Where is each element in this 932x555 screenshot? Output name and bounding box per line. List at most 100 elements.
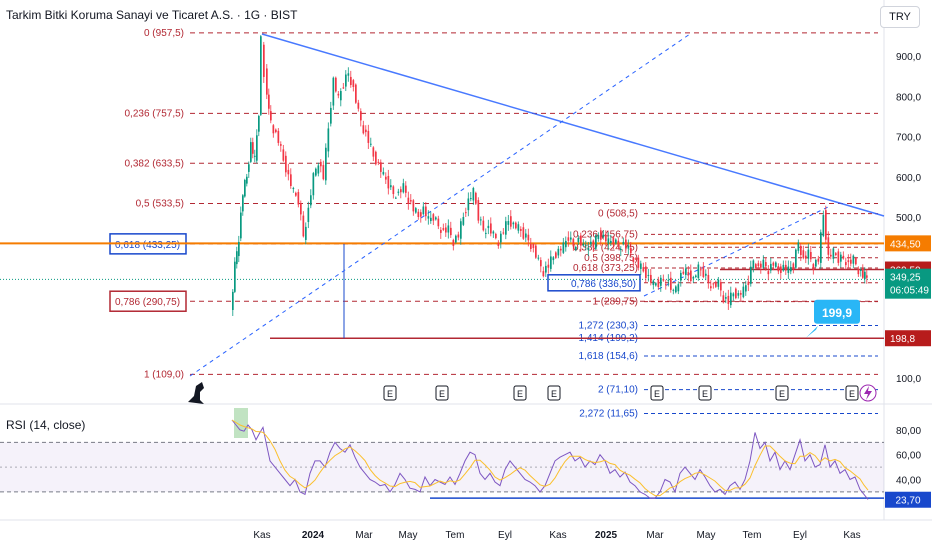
candle-body bbox=[572, 238, 575, 247]
time-label: Kas bbox=[549, 530, 566, 541]
earnings-marker-label: E bbox=[387, 389, 393, 399]
price-tag-label: 349,25 bbox=[890, 273, 921, 284]
candle-body bbox=[780, 266, 782, 273]
time-label: Tem bbox=[743, 530, 762, 541]
candle-body bbox=[597, 235, 600, 239]
candle-body bbox=[612, 237, 615, 245]
candle-body bbox=[377, 161, 380, 163]
candle-body bbox=[355, 84, 357, 103]
time-label: Kas bbox=[253, 530, 270, 541]
price-tag-countdown: 06:05:49 bbox=[890, 286, 929, 297]
rsi-tick-label: 80,00 bbox=[896, 426, 921, 437]
candle-body bbox=[750, 266, 752, 284]
callout-label: 199,9 bbox=[822, 306, 852, 320]
candle-body bbox=[307, 207, 310, 223]
candle-body bbox=[715, 281, 717, 287]
earnings-marker-label: E bbox=[551, 389, 557, 399]
candle-body bbox=[717, 279, 720, 287]
candle-body bbox=[442, 228, 445, 230]
candle-body bbox=[330, 107, 332, 124]
candle-body bbox=[242, 195, 244, 212]
candle-body bbox=[640, 263, 642, 269]
candle-body bbox=[730, 292, 732, 306]
candle-body bbox=[866, 275, 868, 278]
candle-body bbox=[425, 206, 427, 217]
candle-body bbox=[248, 164, 250, 172]
candle-body bbox=[422, 206, 425, 215]
rsi-ma-line bbox=[231, 419, 869, 497]
candle-body bbox=[420, 212, 422, 217]
time-label: May bbox=[399, 530, 418, 541]
fib-left-label: 0,382 (633,5) bbox=[125, 158, 185, 169]
candle-body bbox=[765, 262, 767, 267]
candle-body bbox=[258, 115, 260, 132]
earnings-marker-label: E bbox=[849, 389, 855, 399]
candle-body bbox=[417, 211, 420, 217]
candle-body bbox=[360, 111, 362, 121]
rsi-line bbox=[231, 419, 869, 500]
candle-body bbox=[864, 271, 866, 279]
candle-body bbox=[672, 289, 675, 291]
candle-body bbox=[547, 264, 550, 268]
candle-body bbox=[792, 263, 795, 269]
candle-body bbox=[735, 288, 737, 299]
candle-body bbox=[300, 203, 302, 215]
candle-body bbox=[627, 245, 630, 249]
candle-body bbox=[802, 250, 805, 259]
candle-body bbox=[395, 197, 397, 199]
candle-body bbox=[822, 214, 825, 236]
candle-body bbox=[860, 269, 862, 271]
candle-body bbox=[855, 258, 857, 265]
candle-body bbox=[562, 242, 565, 253]
candle-body bbox=[552, 257, 555, 261]
time-label: May bbox=[697, 530, 716, 541]
price-tick-label: 500,0 bbox=[896, 213, 921, 224]
candle-body bbox=[266, 68, 268, 95]
candle-body bbox=[505, 221, 507, 235]
earnings-marker bbox=[513, 385, 527, 401]
currency-button[interactable]: TRY bbox=[880, 6, 920, 28]
candle-body bbox=[236, 251, 238, 265]
candle-body bbox=[480, 219, 482, 221]
candle-body bbox=[487, 225, 490, 229]
candle-body bbox=[790, 267, 792, 272]
candle-body bbox=[602, 234, 605, 238]
price-tick-label: 100,0 bbox=[896, 374, 921, 385]
fibonacci-levels: 0 (957,5) 0,236 (757,5) 0,382 (633,5) 0,5 (… bbox=[109, 28, 878, 420]
candle-body bbox=[670, 277, 672, 290]
candle-body bbox=[382, 171, 385, 175]
candle-body bbox=[545, 265, 547, 273]
candle-body bbox=[450, 227, 452, 236]
candle-body bbox=[392, 186, 395, 195]
candle-body bbox=[490, 223, 492, 234]
candle-body bbox=[807, 249, 810, 259]
fib-diagonal-left bbox=[189, 33, 691, 377]
candle-body bbox=[782, 264, 785, 271]
earnings-marker bbox=[698, 385, 712, 401]
candle-body bbox=[630, 247, 632, 254]
candle-body bbox=[297, 192, 300, 205]
candle-body bbox=[755, 264, 757, 269]
candle-body bbox=[847, 260, 850, 263]
candle-body bbox=[367, 130, 370, 143]
fib-right-label: 1,272 (230,3) bbox=[579, 321, 639, 332]
candle-body bbox=[470, 198, 472, 200]
candle-body bbox=[837, 251, 840, 263]
candle-body bbox=[542, 271, 545, 277]
candle-body bbox=[605, 234, 607, 242]
candle-body bbox=[577, 237, 580, 243]
callout-pointer bbox=[806, 325, 818, 338]
candle-body bbox=[767, 271, 770, 275]
trend-lines bbox=[0, 33, 885, 377]
candle-body bbox=[742, 286, 745, 298]
candle-body bbox=[460, 221, 462, 239]
candle-body bbox=[620, 248, 622, 251]
fib-right-label: 1 (289,75) bbox=[592, 297, 638, 308]
candle-body bbox=[567, 237, 570, 241]
candle-body bbox=[447, 225, 450, 233]
candle-body bbox=[637, 257, 640, 268]
candle-body bbox=[720, 282, 722, 291]
fib-left-label: 0,786 (290,75) bbox=[115, 297, 180, 308]
